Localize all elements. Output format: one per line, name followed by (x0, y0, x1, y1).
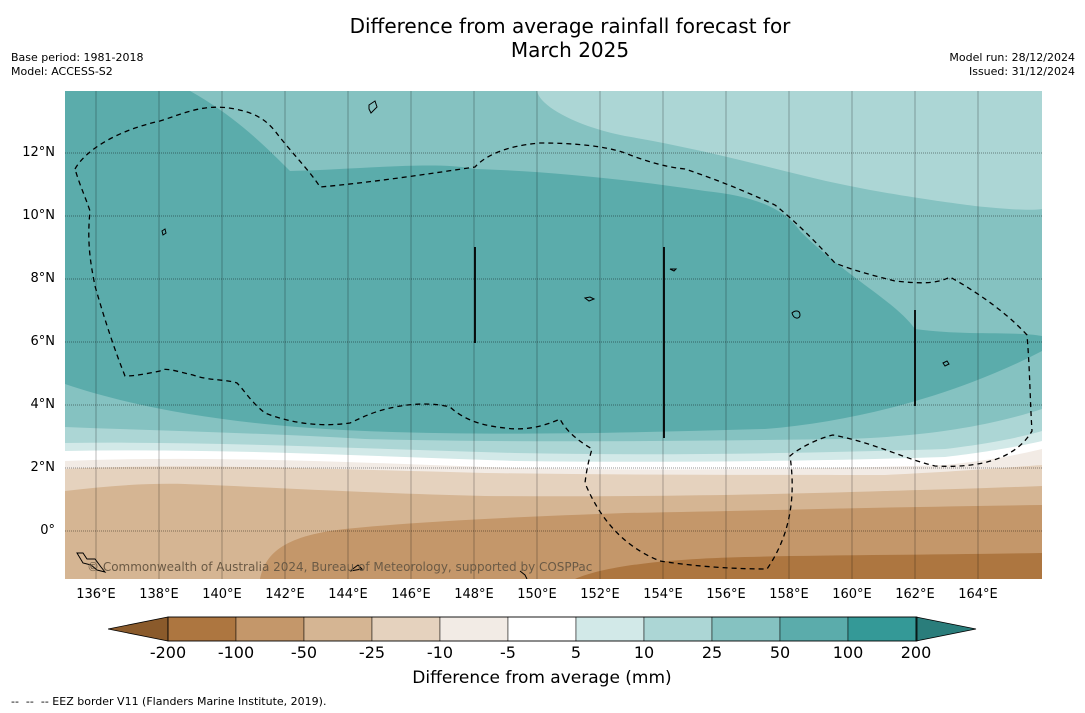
lon-label-164e: 164°E (958, 587, 998, 602)
lat-label-2n: 2°N (30, 460, 56, 475)
colorbar-swatch (711, 616, 781, 642)
colorbar-swatch (235, 616, 305, 642)
island-chain-markers (474, 247, 916, 438)
colorbar-swatch (847, 616, 917, 642)
colorbar-title: Difference from average (mm) (412, 668, 672, 688)
lon-label-158e: 158°E (769, 587, 809, 602)
colorbar-swatch (371, 616, 441, 642)
colorbar-tick-11: 100 (832, 643, 864, 662)
colorbar-tick-1: -200 (149, 643, 187, 662)
colorbar-tick-12: 200 (900, 643, 932, 662)
lon-label-148e: 148°E (454, 587, 494, 602)
model-run: Model run: 28/12/2024 (949, 51, 1075, 64)
issued-date: Issued: 31/12/2024 (968, 65, 1075, 78)
colorbar-swatch (303, 616, 373, 642)
colorbar-swatch (779, 616, 849, 642)
lat-label-8n: 8°N (30, 271, 56, 286)
colorbar-swatch (439, 616, 509, 642)
rainfall-map: © Commonwealth of Australia 2024, Bureau… (65, 91, 1042, 579)
colorbar-tick-9: 25 (701, 643, 723, 662)
colorbar-tick-5: -10 (426, 643, 454, 662)
lat-label-6n: 6°N (30, 334, 56, 349)
lon-label-162e: 162°E (895, 587, 935, 602)
lon-label-146e: 146°E (391, 587, 431, 602)
lon-label-160e: 160°E (832, 587, 872, 602)
lat-label-12n: 12°N (22, 145, 55, 160)
band-10-25-top (537, 91, 1042, 210)
eez-border (74, 106, 1033, 570)
meta-left: Base period: 1981-2018 Model: ACCESS-S2 (11, 51, 143, 79)
colorbar-tick-7: 5 (570, 643, 582, 662)
lon-label-136e: 136°E (76, 587, 116, 602)
lon-label-156e: 156°E (706, 587, 746, 602)
colorbar-swatch (167, 616, 237, 642)
title-line-1: Difference from average rainfall forecas… (349, 14, 791, 38)
colorbar-extend-high (915, 616, 977, 642)
coastlines (76, 100, 950, 579)
colorbar-swatch (507, 616, 577, 642)
lon-label-142e: 142°E (265, 587, 305, 602)
lat-grid-lines (65, 152, 1042, 532)
colorbar-tick-3: -50 (290, 643, 318, 662)
lon-label-144e: 144°E (328, 587, 368, 602)
lon-label-150e: 150°E (517, 587, 557, 602)
lat-label-0: 0° (40, 523, 55, 538)
colorbar-swatch (643, 616, 713, 642)
title-line-2: March 2025 (510, 38, 630, 62)
eez-footnote: -- -- -- EEZ border V11 (Flanders Marine… (11, 695, 327, 708)
lon-label-154e: 154°E (643, 587, 683, 602)
copyright-text: © Commonwealth of Australia 2024, Bureau… (87, 560, 592, 574)
band-100-200-dry (575, 553, 1042, 579)
grid-lines (95, 91, 979, 579)
colorbar-tick-10: 50 (769, 643, 791, 662)
lon-label-138e: 138°E (139, 587, 179, 602)
chart-title: Difference from average rainfall forecas… (270, 14, 870, 62)
lat-label-10n: 10°N (22, 208, 55, 223)
colorbar (108, 616, 977, 642)
colorbar-swatch (575, 616, 645, 642)
lon-label-152e: 152°E (580, 587, 620, 602)
colorbar-tick-2: -100 (217, 643, 255, 662)
colorbar-extend-low (108, 616, 169, 642)
base-period: Base period: 1981-2018 (11, 51, 144, 64)
colorbar-tick-8: 10 (633, 643, 655, 662)
lon-label-140e: 140°E (202, 587, 242, 602)
colorbar-tick-4: -25 (358, 643, 386, 662)
colorbar-tick-6: -5 (500, 643, 516, 662)
lat-label-4n: 4°N (30, 397, 56, 412)
meta-right: Model run: 28/12/2024 Issued: 31/12/2024 (949, 51, 1075, 79)
model-name: Model: ACCESS-S2 (11, 65, 113, 78)
